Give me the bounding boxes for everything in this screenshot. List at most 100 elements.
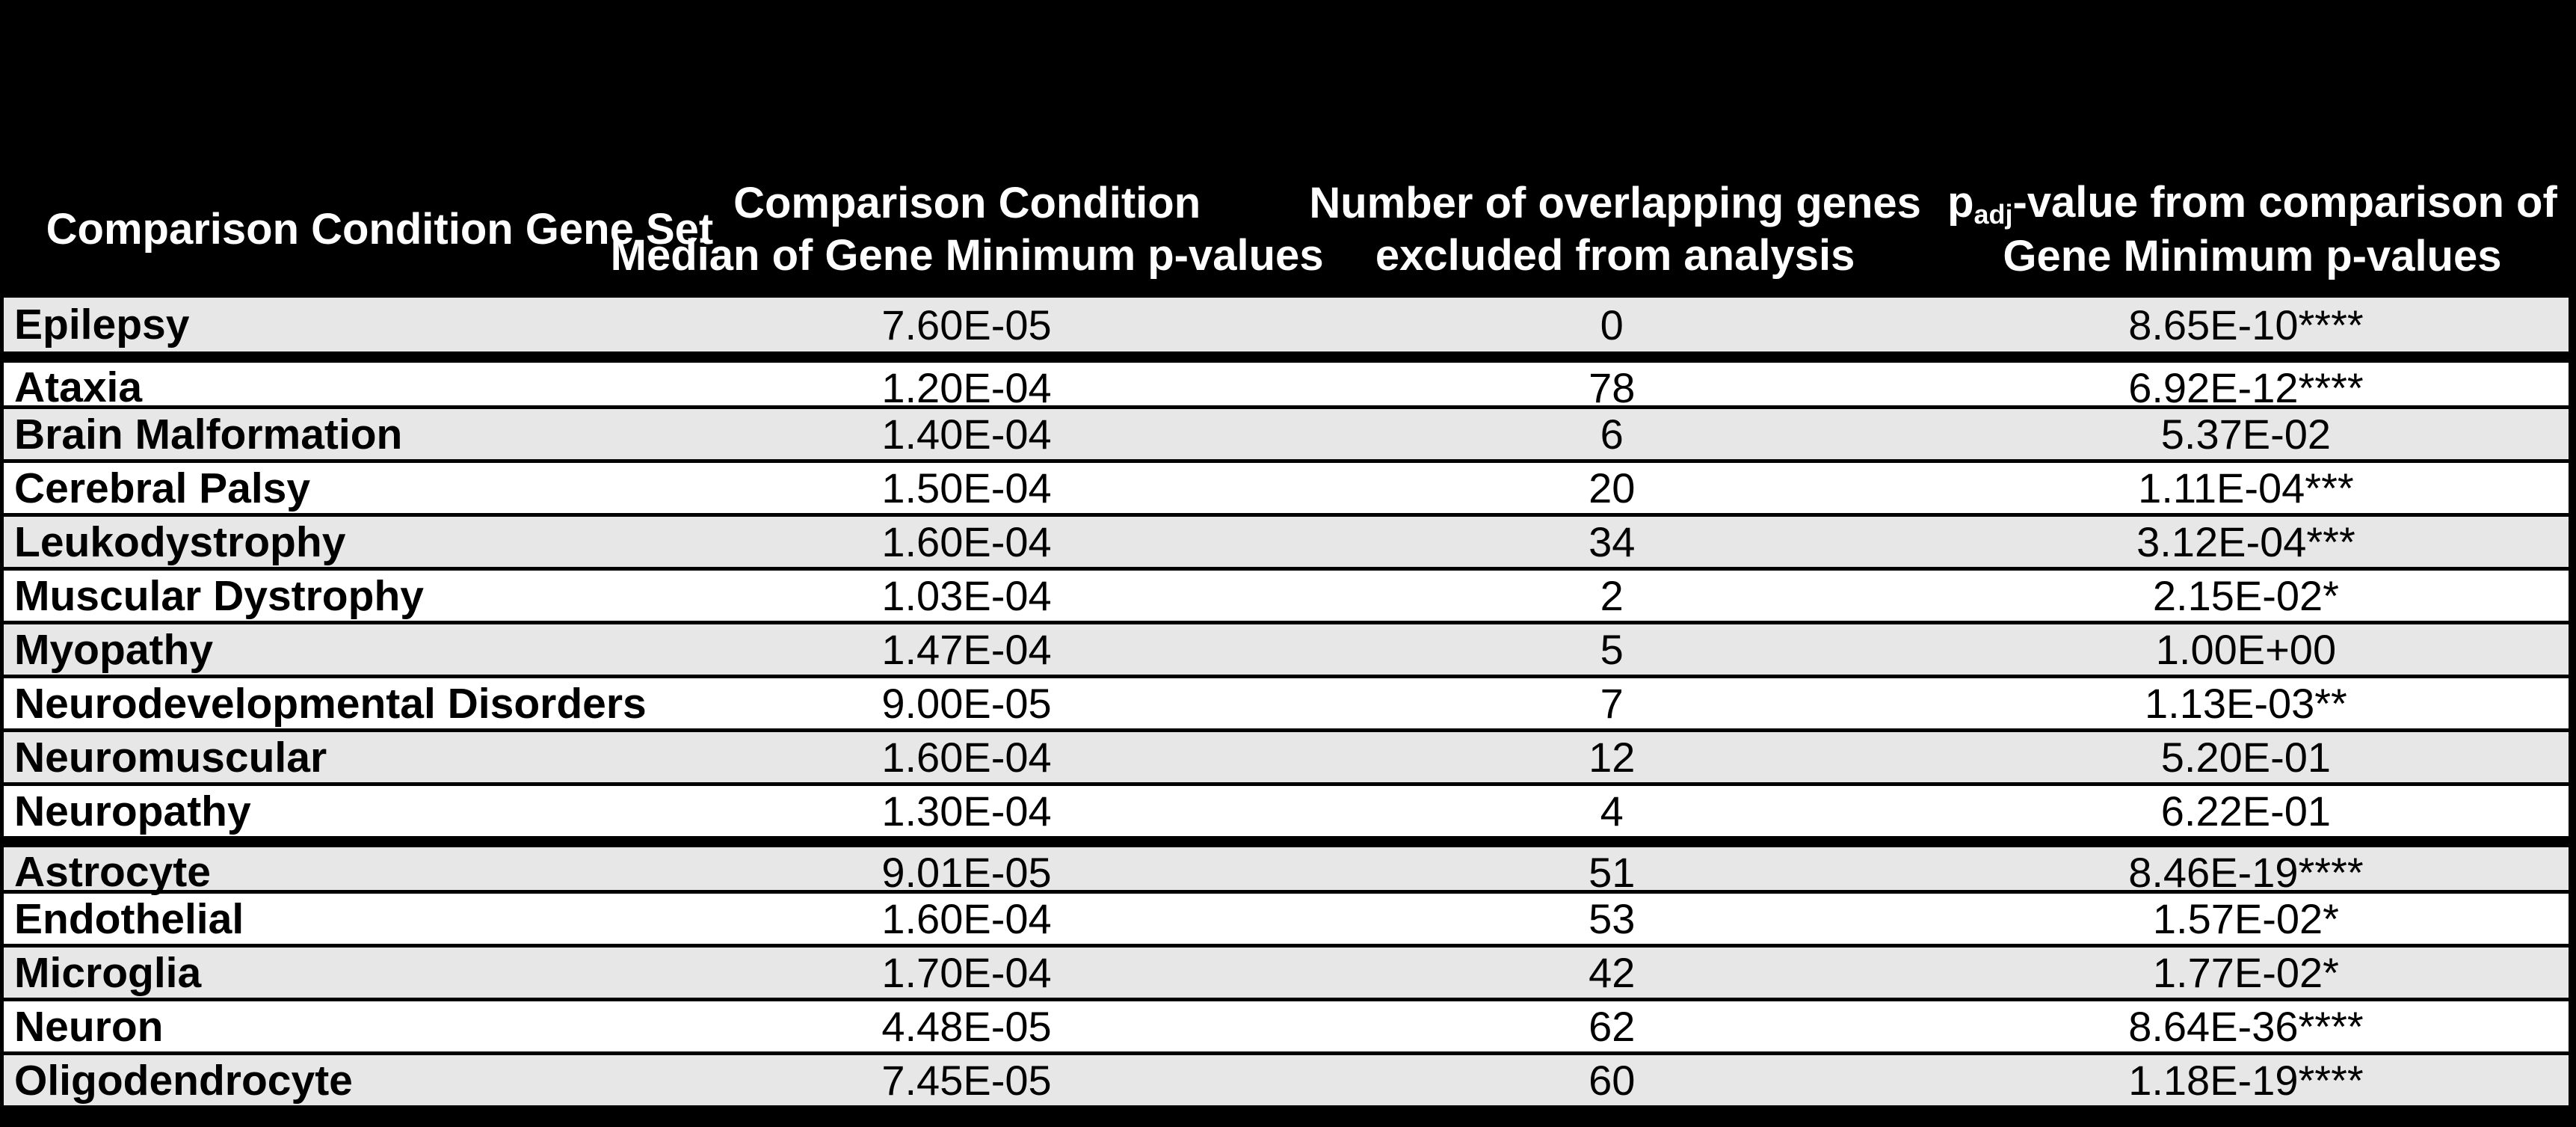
overlap-count-cell: 78 — [1174, 363, 2050, 412]
overlapping-genes-value: 4 — [1600, 787, 1624, 835]
p-adj-value: 1.57E-02* — [2152, 895, 2339, 942]
gene-set-cell: Leukodystrophy — [4, 517, 759, 567]
median-p-cell: 1.30E-04 — [759, 786, 1173, 836]
gene-set-cell: Myopathy — [4, 624, 759, 675]
padj-value-cell: 1.00E+00 — [2050, 624, 2569, 675]
table-row: Muscular Dystrophy 1.03E-04 2 2.15E-02* — [4, 567, 2569, 621]
overlapping-genes-value: 78 — [1589, 363, 1636, 411]
gene-set-value: Ataxia — [14, 363, 143, 411]
median-p-value: 1.20E-04 — [881, 363, 1052, 411]
gene-set-value: Astrocyte — [14, 848, 211, 896]
header-median-p-line1: Comparison Condition — [733, 178, 1201, 227]
p-adj-value: 1.00E+00 — [2155, 626, 2337, 673]
p-adj-value: 6.92E-12**** — [2128, 363, 2364, 411]
gene-set-cell: Ataxia — [4, 363, 759, 412]
median-p-cell: 1.60E-04 — [759, 732, 1173, 782]
overlapping-genes-value: 60 — [1589, 1057, 1636, 1104]
header-padj: padj-value from comparison of Gene Minim… — [1947, 176, 2576, 283]
median-p-cell: 1.70E-04 — [759, 948, 1173, 998]
overlap-count-cell: 2 — [1174, 571, 2050, 621]
table-row: Astrocyte 9.01E-05 51 8.46E-19**** — [4, 836, 2569, 896]
padj-value-cell: 1.13E-03** — [2050, 678, 2569, 728]
overlapping-genes-value: 51 — [1589, 848, 1636, 896]
gene-set-value: Oligodendrocyte — [14, 1056, 353, 1105]
gene-set-cell: Epilepsy — [4, 298, 759, 351]
median-p-value: 1.60E-04 — [881, 895, 1052, 942]
header-padj-line2: Gene Minimum p-values — [2003, 231, 2502, 280]
table-row: Endothelial 1.60E-04 53 1.57E-02* — [4, 890, 2569, 944]
padj-value-cell: 3.12E-04*** — [2050, 517, 2569, 567]
gene-set-value: Myopathy — [14, 625, 214, 674]
table-row: Oligodendrocyte 7.45E-05 60 1.18E-19**** — [4, 1051, 2569, 1105]
p-adj-value: 1.13E-03** — [2144, 680, 2347, 727]
table-row: Neuron 4.48E-05 62 8.64E-36**** — [4, 998, 2569, 1051]
gene-set-cell: Microglia — [4, 948, 759, 998]
table-body: Epilepsy 7.60E-05 0 8.65E-10**** Ataxia … — [0, 298, 2576, 1105]
overlapping-genes-value: 2 — [1600, 572, 1624, 619]
header-overlap: Number of overlapping genes excluded fro… — [1174, 177, 2056, 281]
median-p-value: 9.00E-05 — [881, 680, 1052, 727]
header-median-p: Comparison Condition Median of Gene Mini… — [611, 177, 1324, 281]
padj-value-cell: 5.20E-01 — [2050, 732, 2569, 782]
median-p-value: 7.45E-05 — [881, 1057, 1052, 1104]
p-adj-value: 1.77E-02* — [2152, 949, 2339, 996]
median-p-value: 1.03E-04 — [881, 572, 1052, 619]
gene-set-cell: Endothelial — [4, 894, 759, 944]
median-p-value: 7.60E-05 — [881, 301, 1052, 348]
header-gene-set-line1: Comparison Condition Gene Set — [46, 204, 714, 254]
gene-set-value: Neurodevelopmental Disorders — [14, 679, 647, 728]
padj-value-cell: 1.11E-04*** — [2050, 463, 2569, 513]
overlapping-genes-value: 20 — [1589, 464, 1636, 512]
gene-set-value: Neuropathy — [14, 787, 251, 835]
overlap-count-cell: 62 — [1174, 1001, 2050, 1051]
overlap-count-cell: 5 — [1174, 624, 2050, 675]
padj-value-cell: 8.65E-10**** — [2050, 298, 2569, 351]
median-p-cell: 1.60E-04 — [759, 517, 1173, 567]
overlapping-genes-value: 5 — [1600, 626, 1624, 673]
overlapping-genes-value: 53 — [1589, 895, 1636, 942]
header-median-p-line2: Median of Gene Minimum p-values — [610, 230, 1324, 280]
gene-set-cell: Cerebral Palsy — [4, 463, 759, 513]
overlap-count-cell: 12 — [1174, 732, 2050, 782]
overlap-count-cell: 7 — [1174, 678, 2050, 728]
overlap-count-cell: 34 — [1174, 517, 2050, 567]
overlapping-genes-value: 0 — [1600, 301, 1624, 348]
table-row: Cerebral Palsy 1.50E-04 20 1.11E-04*** — [4, 459, 2569, 513]
p-adj-value: 5.20E-01 — [2160, 734, 2332, 781]
header-gene-set: Comparison Condition Gene Set — [0, 203, 759, 256]
median-p-cell: 7.60E-05 — [759, 298, 1173, 351]
header-overlap-line1: Number of overlapping genes — [1309, 178, 1921, 227]
median-p-cell: 1.03E-04 — [759, 571, 1173, 621]
padj-value-cell: 5.37E-02 — [2050, 409, 2569, 459]
header-padj-line1: padj-value from comparison of — [1947, 176, 2557, 230]
median-p-cell: 9.01E-05 — [759, 847, 1173, 897]
gene-set-cell: Oligodendrocyte — [4, 1055, 759, 1105]
median-p-cell: 9.00E-05 — [759, 678, 1173, 728]
table-row: Microglia 1.70E-04 42 1.77E-02* — [4, 944, 2569, 998]
gene-set-value: Neuromuscular — [14, 733, 327, 781]
median-p-cell: 1.20E-04 — [759, 363, 1173, 412]
gene-set-value: Muscular Dystrophy — [14, 571, 424, 620]
overlap-count-cell: 60 — [1174, 1055, 2050, 1105]
table-row: Myopathy 1.47E-04 5 1.00E+00 — [4, 621, 2569, 675]
padj-value-cell: 8.64E-36**** — [2050, 1001, 2569, 1051]
gene-set-cell: Brain Malformation — [4, 409, 759, 459]
median-p-value: 1.70E-04 — [881, 949, 1052, 996]
median-p-cell: 1.50E-04 — [759, 463, 1173, 513]
table-row: Neuropathy 1.30E-04 4 6.22E-01 — [4, 782, 2569, 836]
table-row: Ataxia 1.20E-04 78 6.92E-12**** — [4, 351, 2569, 411]
gene-set-cell: Neuron — [4, 1001, 759, 1051]
overlap-count-cell: 42 — [1174, 948, 2050, 998]
padj-value-cell: 1.57E-02* — [2050, 894, 2569, 944]
overlap-count-cell: 51 — [1174, 847, 2050, 897]
p-adj-value: 2.15E-02* — [2152, 572, 2339, 619]
table-row: Epilepsy 7.60E-05 0 8.65E-10**** — [4, 298, 2569, 351]
overlap-count-cell: 4 — [1174, 786, 2050, 836]
overlapping-genes-value: 7 — [1600, 680, 1624, 727]
padj-subscript: adj — [1973, 198, 2013, 230]
gene-set-cell: Neurodevelopmental Disorders — [4, 678, 759, 728]
gene-set-value: Leukodystrophy — [14, 518, 346, 566]
p-adj-value: 8.46E-19**** — [2128, 848, 2364, 896]
median-p-value: 4.48E-05 — [881, 1003, 1052, 1050]
